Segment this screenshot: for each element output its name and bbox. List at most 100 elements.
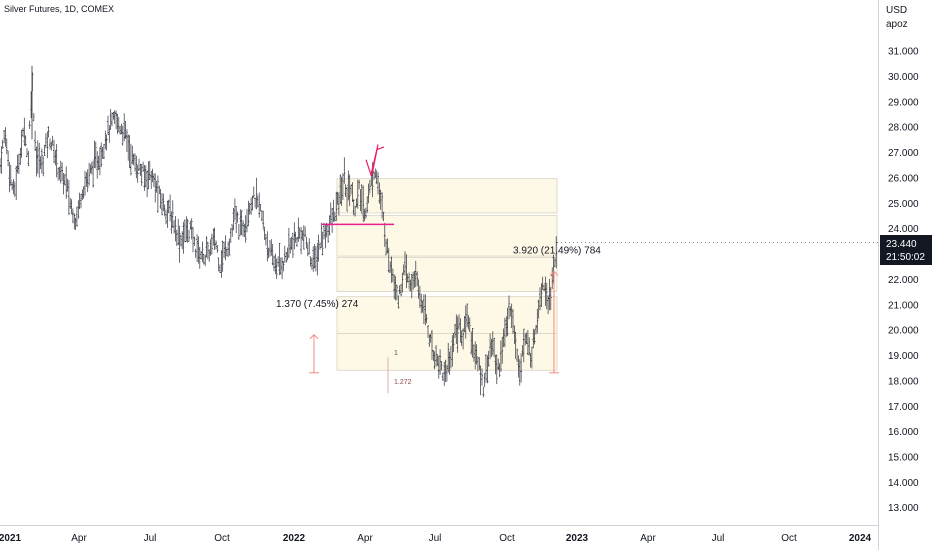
ohlc-bar (302, 225, 305, 250)
ohlc-bar (198, 246, 201, 269)
time-tick-label: Apr (640, 533, 656, 544)
ohlc-bar (107, 115, 109, 135)
ohlc-bar (360, 184, 363, 214)
time-axis[interactable]: 2021 Apr Jul Oct 2022 Apr Jul Oct 2023 Apr Jul Oct 2… (0, 533, 872, 544)
ohlc-bar (224, 235, 227, 261)
ohlc-bar (537, 299, 540, 319)
scale-label[interactable]: apoz (886, 19, 908, 30)
ohlc-bar (250, 197, 253, 215)
ohlc-bar (444, 359, 447, 383)
fib-zone[interactable] (336, 178, 558, 214)
ohlc-bar (443, 361, 446, 386)
ohlc-bar (73, 213, 76, 230)
ohlc-bar (273, 255, 275, 272)
currency-label[interactable]: USD (886, 5, 907, 16)
ohlc-bar (113, 110, 116, 124)
ohlc-bar (65, 166, 68, 199)
ohlc-bar (80, 193, 82, 209)
ohlc-bar (179, 234, 182, 247)
price-tick-label: 29.000 (888, 97, 919, 108)
ohlc-bar (116, 113, 119, 134)
measure-arrow[interactable] (549, 270, 559, 276)
ohlc-bar (109, 109, 112, 130)
ohlc-bar (494, 354, 497, 375)
ohlc-bar (129, 143, 132, 176)
ohlc-bar (417, 279, 420, 299)
ohlc-bar (237, 223, 240, 240)
ohlc-bar (170, 211, 173, 234)
ohlc-bar (69, 197, 72, 209)
ohlc-bar (522, 328, 525, 363)
ohlc-bar (125, 129, 128, 152)
ohlc-bar (529, 353, 532, 368)
fib-zone[interactable] (336, 333, 558, 371)
ohlc-bar (491, 331, 494, 356)
price-axis[interactable]: 13.000 14.000 15.000 16.000 17.000 18.000 19.0… (888, 47, 919, 515)
fib-zone[interactable] (336, 296, 558, 334)
ohlc-bar (320, 222, 323, 248)
ohlc-bar (346, 186, 348, 212)
ohlc-bar (74, 217, 77, 230)
last-price-value: 23.440 (886, 239, 917, 250)
ohlc-bar (271, 244, 274, 266)
fib-zone[interactable] (336, 256, 558, 293)
ohlc-bar (460, 330, 463, 346)
ohlc-bar (84, 170, 86, 196)
ohlc-bar (100, 142, 103, 168)
ohlc-bar (132, 153, 135, 166)
ohlc-bar (94, 141, 97, 169)
ohlc-bar (59, 160, 62, 184)
ohlc-bar (258, 192, 261, 218)
ohlc-bar (146, 170, 149, 198)
measure-arrow[interactable] (309, 334, 319, 340)
ohlc-bar (313, 244, 316, 269)
price-tick-label: 24.000 (888, 224, 919, 235)
ohlc-bar (305, 236, 308, 249)
ohlc-bar (188, 229, 190, 242)
ohlc-bar (350, 184, 352, 195)
checkmark-drawing[interactable] (365, 144, 385, 178)
time-tick-label: 2023 (566, 533, 589, 544)
ohlc-bar (331, 208, 334, 233)
ohlc-bar (440, 361, 443, 371)
fib-zone[interactable] (336, 215, 558, 257)
ohlc-bar (314, 246, 317, 272)
ohlc-bar (166, 200, 169, 228)
countdown-value: 21:50:02 (886, 252, 925, 263)
ohlc-bar (142, 161, 145, 172)
ohlc-bar (155, 180, 158, 193)
ohlc-bar (138, 158, 140, 172)
ohlc-bar (341, 173, 344, 200)
price-tick-label: 18.000 (888, 376, 919, 387)
ohlc-bar (471, 328, 474, 358)
ohlc-bar (178, 225, 181, 263)
ohlc-bar (512, 309, 514, 334)
price-tick-label: 28.000 (888, 123, 919, 134)
ohlc-bar (136, 165, 139, 183)
drawings[interactable]: 1.370 (7.45%) 274 3.920 (21.49%) 784 1 1.27… (276, 144, 878, 394)
ohlc-bar (286, 247, 289, 261)
ohlc-bar (17, 153, 20, 174)
ohlc-bar (46, 131, 49, 159)
ohlc-bar (543, 284, 546, 292)
price-tick-label: 14.000 (888, 478, 919, 489)
ohlc-bar (244, 215, 247, 243)
ohlc-bar (285, 252, 288, 263)
fib-zones[interactable] (336, 178, 558, 371)
ohlc-bar (483, 373, 486, 388)
ohlc-bar (424, 294, 427, 326)
ohlc-bar (447, 342, 450, 373)
ohlc-bar (115, 110, 118, 130)
ohlc-bar (428, 334, 431, 347)
ohlc-bar (134, 153, 136, 172)
ohlc-bar (270, 239, 273, 256)
ohlc-bar (406, 273, 409, 283)
ohlc-bar (467, 315, 470, 330)
ohlc-bar (227, 241, 230, 258)
ohlc-bar (493, 338, 496, 358)
ohlc-bar (455, 314, 458, 344)
ohlc-bar (228, 238, 231, 256)
ohlc-bar (111, 112, 113, 127)
ohlc-bar (150, 171, 153, 189)
